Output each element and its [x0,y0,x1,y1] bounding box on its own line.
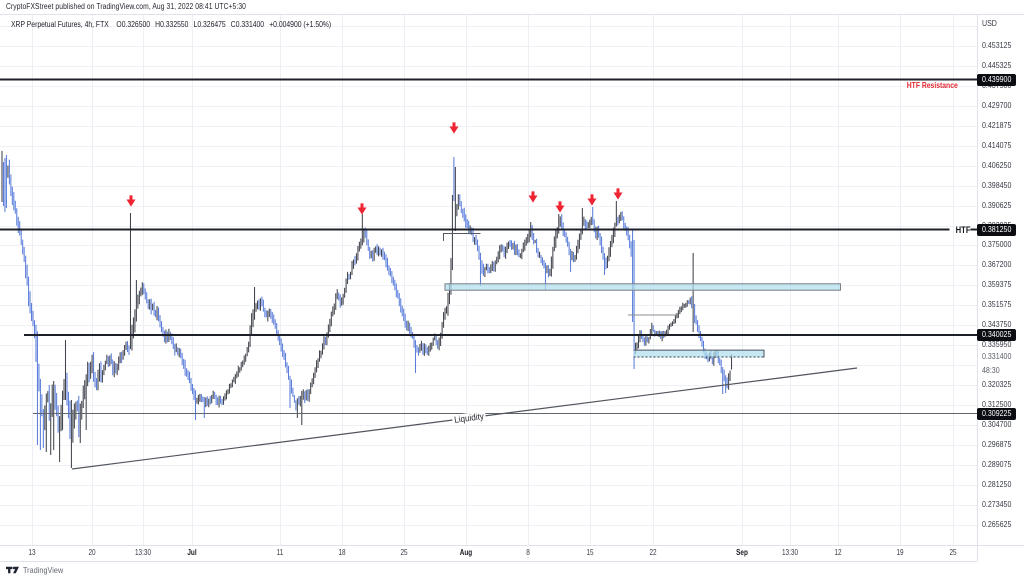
price-tick-label: 0.390625 [982,200,1012,210]
price-level-badge: 0.381250 [977,223,1016,236]
price-tick-label: 0.296875 [982,440,1012,450]
chart-legend: XRP Perpetual Futures, 4h, FTX O0.326500 H… [11,20,336,29]
price-tick-label: 0.335950 [982,340,1012,350]
time-tick-label: 19 [896,548,904,557]
time-tick-label: 25 [948,548,957,557]
price-tick-label: 0.273450 [982,500,1012,510]
price-tick-label: 0.320325 [982,380,1012,390]
legend-change: +0.004900 (+1.50%) [269,20,332,29]
time-tick-label: 12 [834,548,842,557]
axis-borders [0,14,1024,562]
legend-high: H0.332550 [155,20,189,29]
countdown-label: 48:30 [982,366,1000,376]
legend-symbol: XRP Perpetual Futures, 4h, FTX [11,20,109,29]
price-level-badge: 0.309225 [977,407,1016,420]
price-tick-label: 0.453125 [982,40,1012,50]
price-tick-label: 0.281250 [982,480,1012,490]
time-tick-label: 18 [338,548,346,557]
supply-demand-zones [444,283,841,358]
level-lines [0,78,977,415]
time-tick-label: Aug [459,548,473,557]
price-tick-label: 0.289075 [982,460,1012,470]
candlestick-bars [1,151,733,468]
time-tick-label: 25 [399,548,408,557]
tradingview-logo-icon [6,566,19,574]
price-tick-label: 0.429700 [982,100,1012,110]
legend-close: C0.331400 [230,20,265,29]
time-tick-label: 20 [88,548,96,557]
price-tick-label: 0.265625 [982,520,1012,530]
time-tick-label: Jul [187,548,197,557]
legend-low: L0.326475 [193,20,226,29]
down-arrows [126,122,623,215]
htf-label: HTF [955,224,970,235]
price-tick-label: 0.351575 [982,300,1012,310]
last-price-label: 0.331400 [982,351,1012,361]
price-axis-currency: USD [982,18,997,28]
gridlines [0,14,977,545]
price-tick-label: 0.445325 [982,60,1012,70]
attribution-text: CryptoFXStreet published on TradingView.… [6,2,246,11]
price-tick-label: 0.367200 [982,260,1012,270]
time-tick-label: 8 [525,548,530,557]
price-tick-label: 0.312500 [982,400,1012,410]
time-tick-label: 15 [586,548,594,557]
tradingview-logo-text: TradingView [23,565,64,575]
price-level-badge: 0.340025 [977,328,1016,341]
price-tick-label: 0.406250 [982,160,1012,170]
price-tick-label: 0.421875 [982,120,1012,130]
htf-resistance-label: HTF Resistance [906,80,958,90]
tradingview-logo[interactable]: TradingView [6,565,71,575]
legend-open: O0.326500 [116,20,151,29]
price-tick-label: 0.398450 [982,180,1012,190]
price-tick-label: 0.304700 [982,420,1012,430]
price-tick-label: 0.343750 [982,320,1012,330]
price-level-badge: 0.439900 [977,73,1016,86]
price-tick-label: 0.414075 [982,140,1012,150]
time-tick-label: 13:30 [781,548,799,557]
time-tick-label: 13:30 [134,548,151,557]
time-tick-label: 11 [276,548,284,557]
price-tick-label: 0.375000 [982,240,1012,250]
time-tick-label: 13 [28,548,36,557]
price-tick-label: 0.359375 [982,280,1012,290]
time-tick-label: Sep [736,548,748,557]
time-tick-label: 22 [648,548,657,557]
